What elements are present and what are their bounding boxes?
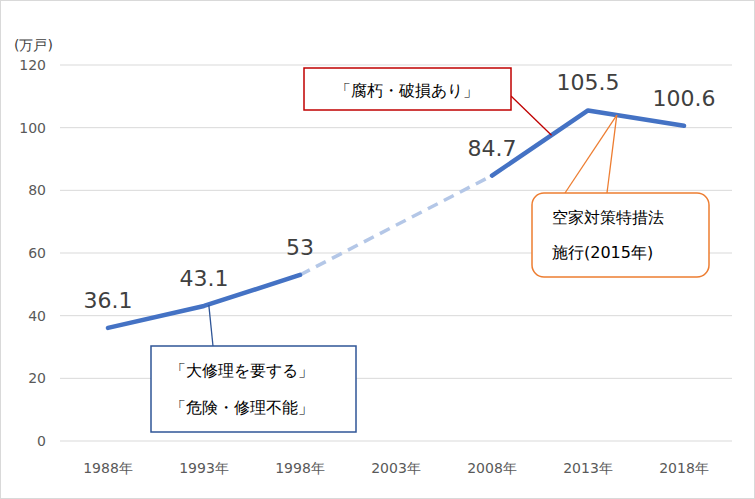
annotation-pointer [565,115,617,193]
annotation-box [304,68,511,110]
y-tick-label: 0 [37,433,46,449]
data-label: 100.6 [653,86,716,111]
grid-line [60,441,732,442]
grid-line [60,65,732,66]
x-tick-label: 2003年 [371,460,421,476]
annotation-text: 「大修理を要する」 [170,361,314,380]
annotation-text: 「腐朽・破損あり」 [335,81,479,100]
y-tick-label: 20 [28,370,46,386]
data-label: 36.1 [84,288,133,313]
x-tick-label: 1998年 [275,460,325,476]
annotation-text: 施行(2015年) [552,243,653,262]
y-tick-label: 60 [28,245,46,261]
annotation-box [532,193,709,277]
y-tick-label: 40 [28,308,46,324]
x-tick-label: 1993年 [179,460,229,476]
annotation-text: 空家対策特措法 [552,208,664,227]
plot-area [108,110,684,327]
data-label: 53 [286,235,314,260]
chart-root: (万戸) 0 20 40 60 80 100 120 1988年 1993年 1998年 2003年 2… [0,0,755,499]
x-tick-label: 2018年 [659,460,709,476]
grid-line [60,190,732,191]
y-axis-label: (万戸) [14,37,53,53]
x-tick-label: 2008年 [467,460,517,476]
y-tick-label: 120 [19,57,46,73]
chart-border [1,1,755,499]
grid-line [60,127,732,128]
gap-bridge [300,176,492,275]
data-label: 84.7 [468,136,517,161]
annotation-pointer [209,305,213,346]
x-tick-label: 2013年 [563,460,613,476]
y-tick-label: 100 [19,120,46,136]
data-label: 105.5 [557,70,620,95]
x-tick-label: 1988年 [83,460,133,476]
annotation-box [151,346,356,432]
annotation-text: 「危険・修理不能」 [170,398,314,417]
data-label: 43.1 [180,266,229,291]
y-tick-label: 80 [28,182,46,198]
chart: (万戸) 0 20 40 60 80 100 120 1988年 1993年 1998年 2003年 2… [0,0,755,499]
series-line [108,110,684,327]
annotation-pointer [511,96,552,135]
annotation-pointer [607,115,617,193]
